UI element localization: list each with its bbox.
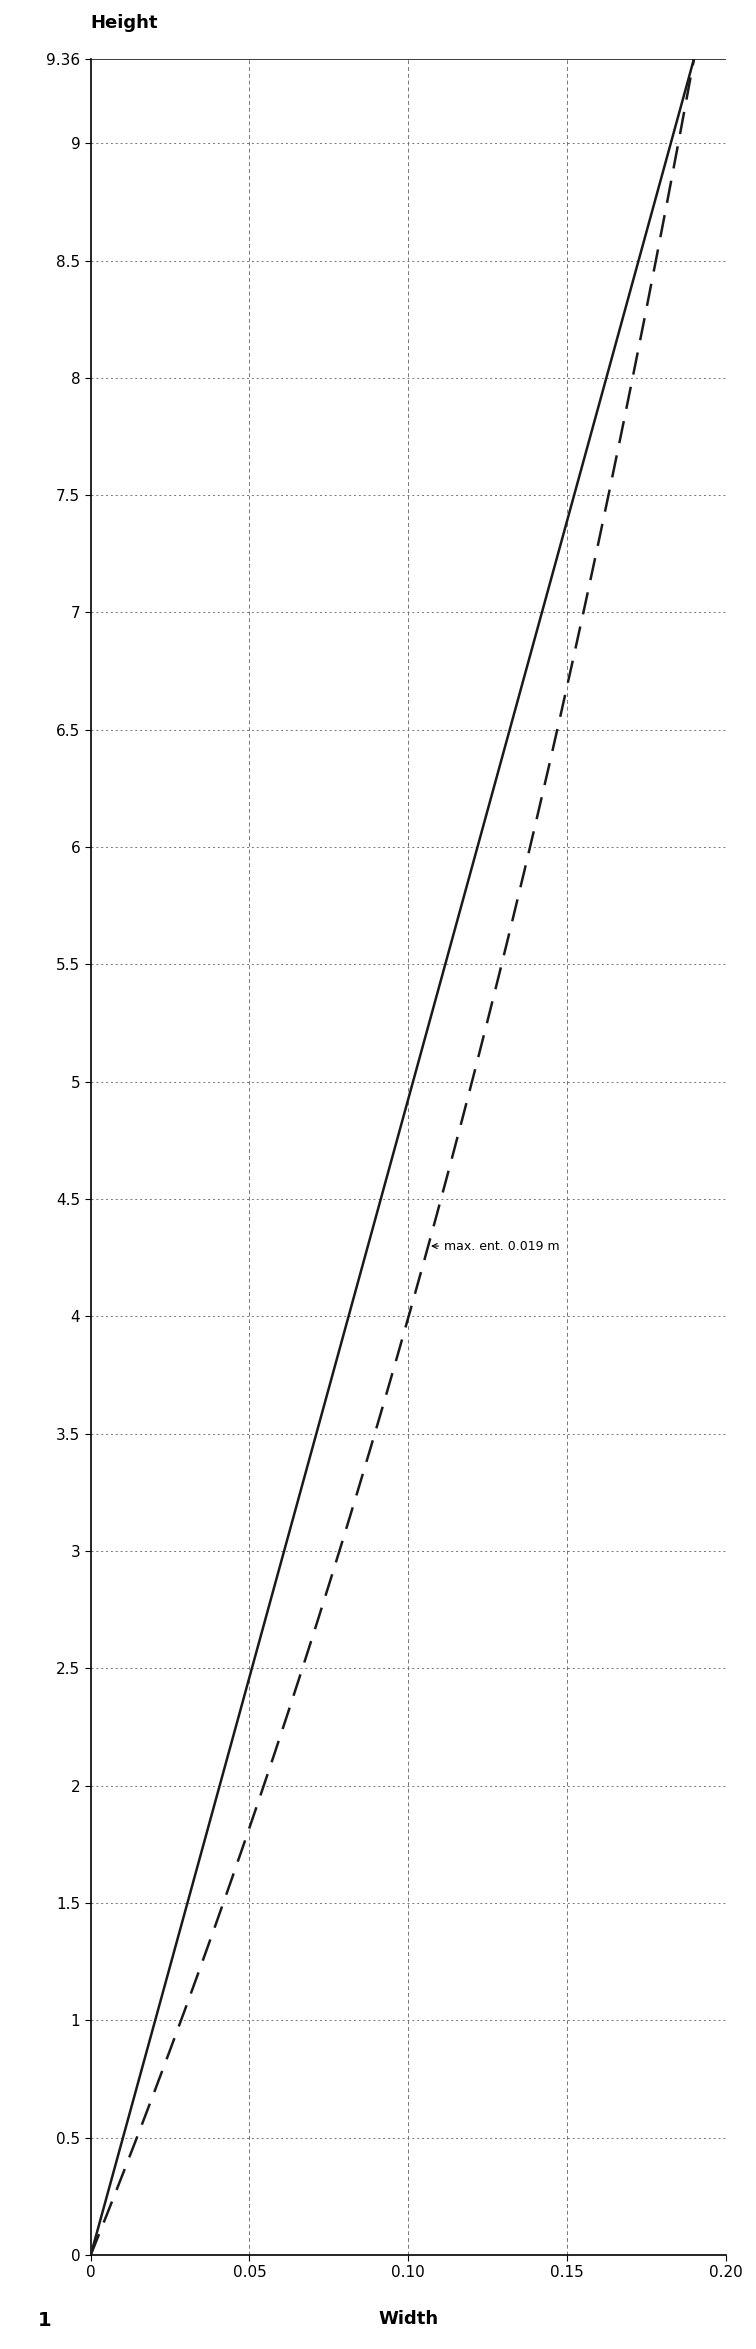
Text: 1: 1 [38, 2311, 51, 2330]
Text: Width: Width [378, 2309, 438, 2328]
Text: Height: Height [91, 14, 158, 33]
Text: max. ent. 0.019 m: max. ent. 0.019 m [432, 1240, 559, 1252]
